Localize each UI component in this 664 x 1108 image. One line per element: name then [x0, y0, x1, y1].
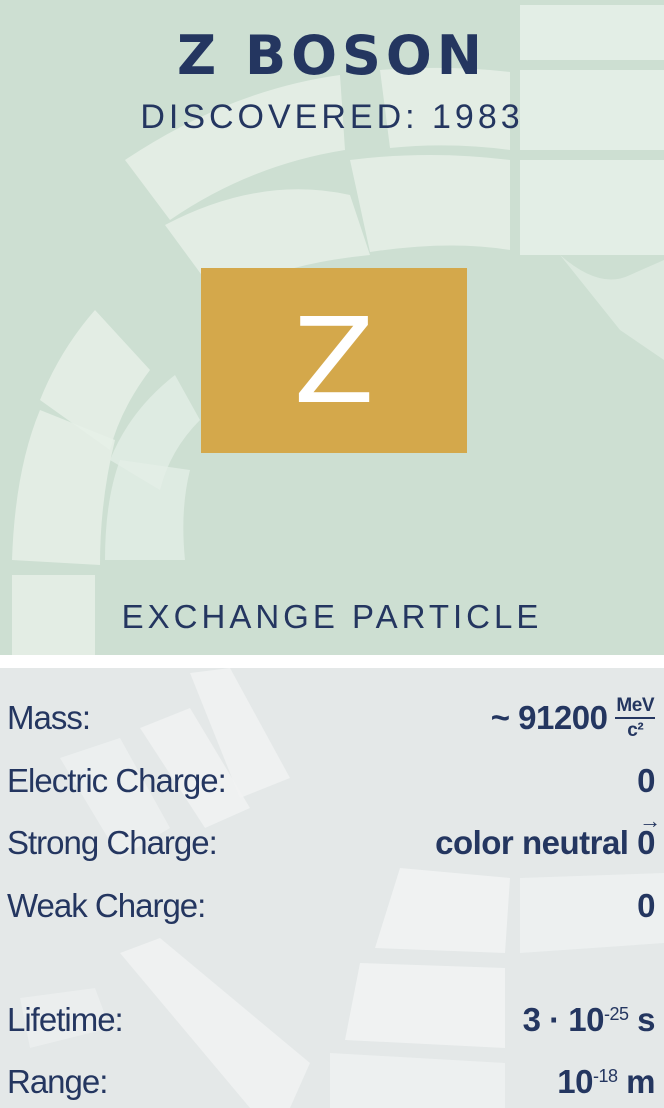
property-row-mass: Mass: ~ 91200 MeV c²	[7, 693, 655, 743]
color-vector-zero: 0	[637, 808, 660, 862]
electric-charge-label: Electric Charge:	[7, 762, 227, 799]
property-row-electric-charge: Electric Charge: 0	[7, 756, 655, 806]
mass-unit-numerator: MeV	[615, 696, 655, 719]
mass-unit: MeV c²	[615, 696, 655, 740]
range-base: 10	[557, 1063, 593, 1100]
mass-label: Mass:	[7, 699, 91, 736]
range-exponent: -18	[592, 1065, 618, 1086]
lifetime-unit: s	[637, 1001, 655, 1038]
property-row-lifetime: Lifetime: 3 · 10 -25 s	[7, 995, 655, 1045]
properties-panel: Mass: ~ 91200 MeV c² Electric Charge: 0 …	[0, 668, 664, 1108]
strong-charge-value: color neutral 0	[435, 808, 660, 862]
particle-symbol-tile: Z	[201, 268, 467, 453]
weak-charge-value: 0	[637, 887, 655, 924]
lifetime-value: 3 · 10 -25 s	[522, 1001, 656, 1039]
property-row-range: Range: 10 -18 m	[7, 1057, 655, 1107]
mass-approx: ~	[490, 699, 510, 736]
range-unit: m	[626, 1063, 655, 1100]
strong-charge-text: color neutral	[435, 824, 629, 861]
lifetime-exponent: -25	[603, 1003, 629, 1024]
mass-number: 91200	[518, 699, 608, 736]
particle-category: EXCHANGE PARTICLE	[121, 598, 543, 635]
mass-unit-denominator: c²	[627, 720, 644, 741]
property-row-weak-charge: Weak Charge: 0	[7, 881, 655, 931]
range-label: Range:	[7, 1063, 108, 1100]
property-row-strong-charge: Strong Charge: color neutral 0	[7, 808, 660, 868]
weak-charge-label: Weak Charge:	[7, 887, 206, 924]
decorative-rings-background-lower	[20, 668, 664, 1108]
electric-charge-value: 0	[637, 762, 655, 799]
lifetime-base: 3 · 10	[522, 1001, 605, 1038]
lifetime-label: Lifetime:	[7, 1001, 124, 1038]
range-value: 10 -18 m	[557, 1063, 655, 1101]
particle-header-panel: Z BOSON DISCOVERED: 1983 Z EXCHANGE PART…	[0, 0, 664, 655]
particle-name: Z BOSON	[176, 24, 487, 87]
discovery-year: DISCOVERED: 1983	[140, 98, 524, 136]
strong-charge-label: Strong Charge:	[7, 824, 218, 861]
decorative-rings-background	[12, 5, 664, 655]
particle-symbol: Z	[293, 291, 375, 430]
mass-value: ~ 91200 MeV c²	[491, 696, 655, 740]
